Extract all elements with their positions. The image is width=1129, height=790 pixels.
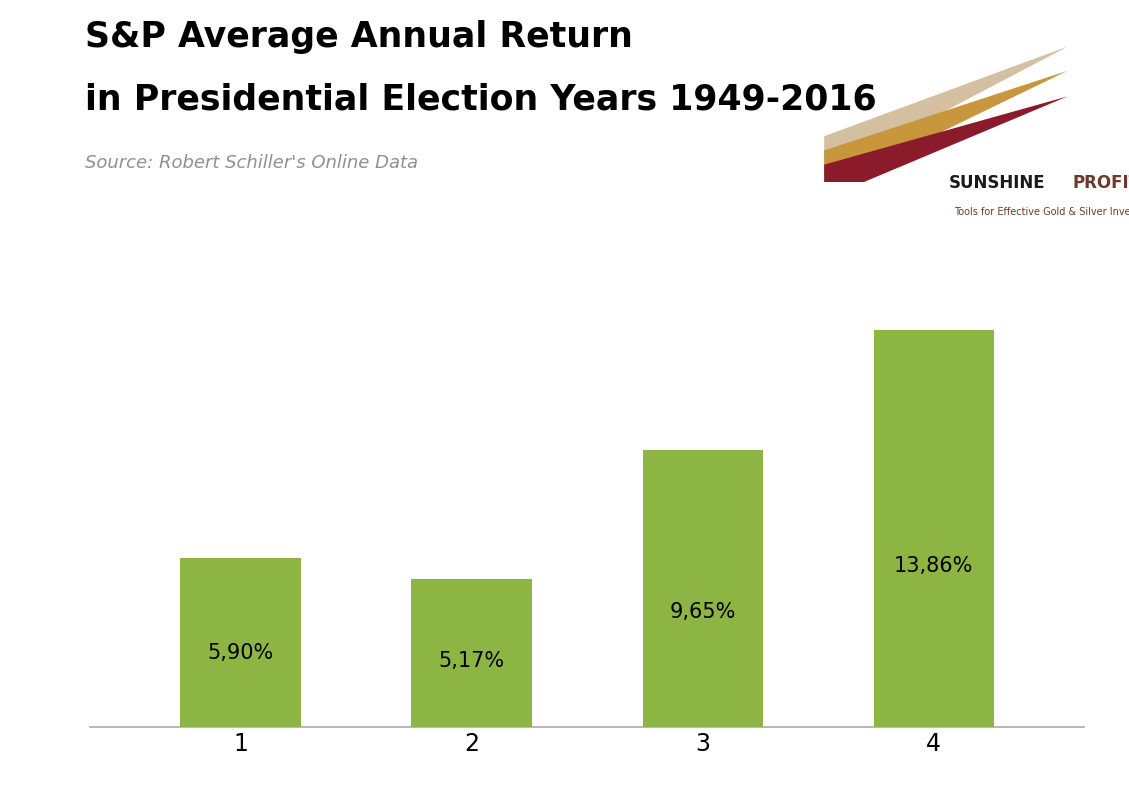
Bar — [874, 330, 994, 727]
Text: SUNSHINE: SUNSHINE — [948, 174, 1045, 192]
Text: in Presidential Election Years 1949-2016: in Presidential Election Years 1949-2016 — [85, 83, 876, 117]
Text: 5,90%: 5,90% — [208, 642, 273, 663]
Text: Tools for Effective Gold & Silver Investments: Tools for Effective Gold & Silver Invest… — [954, 207, 1129, 217]
Polygon shape — [824, 47, 1068, 175]
Text: 5,17%: 5,17% — [438, 650, 505, 671]
Text: Source: Robert Schiller's Online Data: Source: Robert Schiller's Online Data — [85, 154, 418, 172]
Bar — [642, 450, 763, 727]
Text: 13,86%: 13,86% — [894, 556, 973, 576]
Text: PROFITS: PROFITS — [1073, 174, 1129, 192]
Polygon shape — [824, 96, 1068, 199]
Polygon shape — [824, 71, 1068, 189]
Bar — [411, 579, 532, 727]
Bar — [181, 558, 300, 727]
Text: 9,65%: 9,65% — [669, 602, 736, 622]
Text: S&P Average Annual Return: S&P Average Annual Return — [85, 20, 632, 54]
